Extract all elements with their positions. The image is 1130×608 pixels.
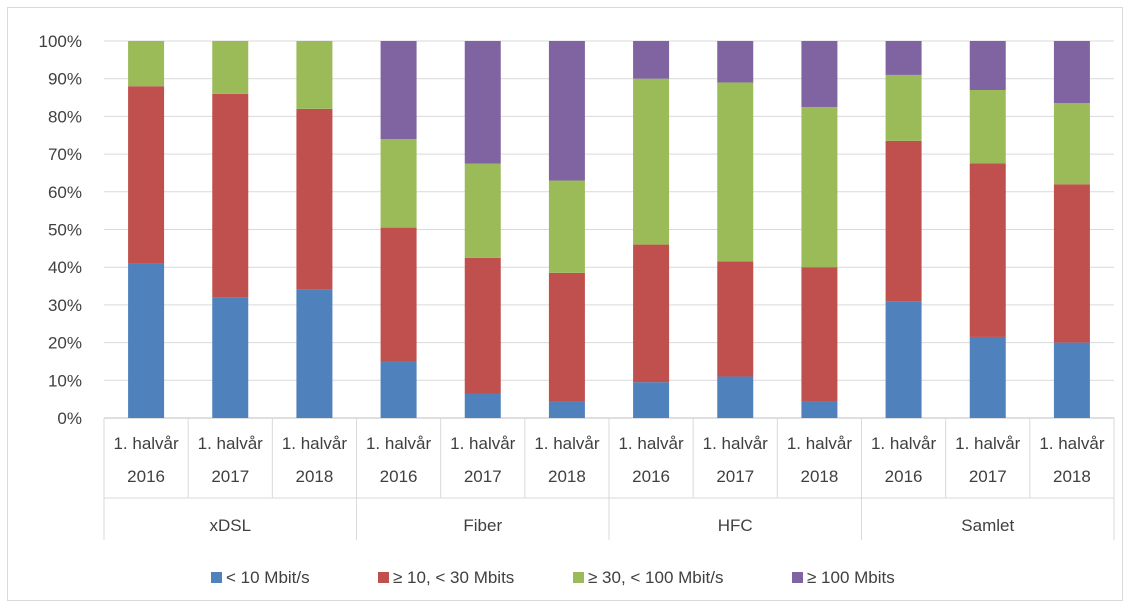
bar-segment — [885, 74, 922, 141]
x-category-label-line2: 2018 — [801, 467, 839, 486]
legend-label: ≥ 100 Mbits — [807, 568, 895, 587]
x-category-label-line2: 2016 — [127, 467, 165, 486]
legend-label: ≥ 10, < 30 Mbits — [393, 568, 514, 587]
bar-segment — [633, 244, 670, 383]
legend-swatch — [378, 572, 389, 583]
x-category-label-line2: 2017 — [211, 467, 249, 486]
x-category-label-line2: 2017 — [464, 467, 502, 486]
bar-segment — [296, 41, 333, 109]
bar-segment — [969, 163, 1006, 337]
bar-segment — [548, 401, 585, 418]
bar-segment — [801, 106, 838, 268]
bar-segment — [1053, 342, 1090, 418]
legend-swatch — [792, 572, 803, 583]
x-category-label-line2: 2016 — [632, 467, 670, 486]
bar-segment — [1053, 184, 1090, 343]
x-category-label-line2: 2018 — [1053, 467, 1091, 486]
bar-segment — [380, 41, 417, 140]
y-tick-label: 70% — [48, 145, 82, 164]
stacked-bar-chart: 0% 10% 20% 30% 40% 50% 60% 70% 80% 90% 100% 1. hal… — [39, 32, 1115, 587]
x-category-label-line2: 2018 — [548, 467, 586, 486]
bar-segment — [380, 361, 417, 418]
x-category-label-line1: 1. halvår — [450, 434, 516, 453]
y-tick-label: 20% — [48, 334, 82, 353]
x-category-label-line1: 1. halvår — [618, 434, 684, 453]
bar-segment — [717, 41, 754, 83]
bar-segment — [885, 140, 922, 302]
bar-segment — [380, 227, 417, 362]
bar-segment — [801, 401, 838, 418]
bar-segment — [128, 263, 165, 418]
y-tick-label: 80% — [48, 107, 82, 126]
bar-segment — [296, 289, 333, 418]
bar-segment — [212, 41, 249, 94]
x-category-label-line1: 1. halvår — [955, 434, 1021, 453]
bar-segment — [801, 267, 838, 402]
bar-segment — [128, 41, 165, 87]
y-tick-label: 50% — [48, 221, 82, 240]
legend: < 10 Mbit/s ≥ 10, < 30 Mbits ≥ 30, < 100 M… — [211, 568, 895, 587]
y-tick-label: 10% — [48, 371, 82, 390]
bar-segment — [717, 261, 754, 377]
x-group-label: Samlet — [961, 516, 1014, 535]
x-category-label-line2: 2016 — [885, 467, 923, 486]
y-tick-label: 40% — [48, 258, 82, 277]
x-category-label-line1: 1. halvår — [366, 434, 432, 453]
x-category-label-line1: 1. halvår — [113, 434, 179, 453]
bar-segment — [885, 41, 922, 75]
x-category-label-line2: 2017 — [969, 467, 1007, 486]
bar-segment — [969, 336, 1006, 418]
bar-segment — [633, 41, 670, 79]
bar-segment — [464, 257, 501, 394]
x-group-label: xDSL — [209, 516, 251, 535]
y-tick-label: 90% — [48, 70, 82, 89]
y-tick-label: 60% — [48, 183, 82, 202]
x-category-label-line1: 1. halvår — [534, 434, 600, 453]
x-category-label-line1: 1. halvår — [282, 434, 348, 453]
chart-frame: 0% 10% 20% 30% 40% 50% 60% 70% 80% 90% 100% 1. hal… — [7, 7, 1123, 601]
bar-segment — [296, 108, 333, 290]
x-group-label: Fiber — [463, 516, 502, 535]
bar-segment — [212, 93, 249, 298]
x-category-label-line1: 1. halvår — [703, 434, 769, 453]
bar-segment — [464, 393, 501, 418]
bar-segment — [128, 86, 165, 264]
legend-label: ≥ 30, < 100 Mbit/s — [588, 568, 724, 587]
x-category-label-line1: 1. halvår — [1039, 434, 1105, 453]
x-category-label-line2: 2016 — [380, 467, 418, 486]
bar-segment — [633, 78, 670, 245]
bar-segment — [548, 41, 585, 181]
bar-segment — [464, 163, 501, 258]
y-tick-label: 100% — [39, 32, 82, 51]
legend-swatch — [211, 572, 222, 583]
bar-segment — [717, 376, 754, 418]
x-category-label-line1: 1. halvår — [787, 434, 853, 453]
legend-swatch — [573, 572, 584, 583]
bar-segment — [1053, 41, 1090, 104]
bar-segment — [717, 82, 754, 262]
bars — [128, 41, 1090, 418]
y-tick-label: 0% — [57, 409, 82, 428]
x-axis: 1. halvår 2016 1. halvår 2017 1. halvår 2018 1… — [103, 418, 1115, 540]
y-tick-label: 30% — [48, 296, 82, 315]
bar-segment — [969, 90, 1006, 164]
legend-label: < 10 Mbit/s — [226, 568, 310, 587]
y-axis: 0% 10% 20% 30% 40% 50% 60% 70% 80% 90% 100% — [39, 32, 82, 428]
gridlines — [104, 40, 1114, 419]
bar-segment — [1053, 103, 1090, 185]
x-category-label-line2: 2017 — [716, 467, 754, 486]
bar-segment — [212, 297, 249, 418]
bar-segment — [633, 382, 670, 418]
bar-segment — [885, 301, 922, 418]
x-category-label-line2: 2018 — [296, 467, 334, 486]
bar-segment — [548, 180, 585, 273]
x-category-label-line1: 1. halvår — [198, 434, 264, 453]
bar-segment — [801, 41, 838, 107]
bar-segment — [969, 41, 1006, 91]
bar-segment — [380, 139, 417, 228]
bar-segment — [548, 272, 585, 402]
x-group-label: HFC — [718, 516, 753, 535]
x-category-label-line1: 1. halvår — [871, 434, 937, 453]
bar-segment — [464, 41, 501, 164]
